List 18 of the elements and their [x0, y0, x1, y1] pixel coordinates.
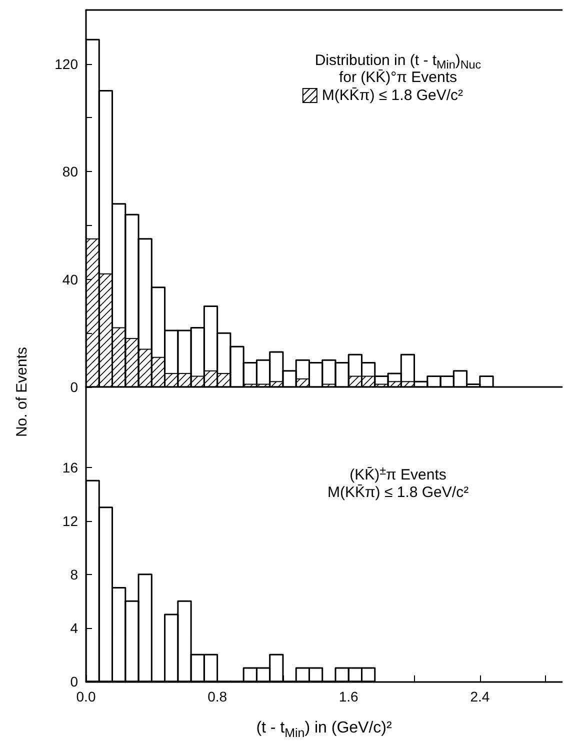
legend-label: M(KK̄π) ≤ 1.8 GeV/c² [322, 87, 464, 104]
x-tick-label: 2.4 [470, 688, 490, 704]
x-tick-label: 0.0 [76, 688, 96, 704]
y-tick-label: 120 [54, 56, 78, 72]
y-tick-label: 12 [62, 512, 78, 529]
y-tick-label: 4 [70, 620, 78, 636]
annotation: (KK̄)±π Events [350, 464, 446, 484]
x-tick-label: 0.8 [208, 688, 228, 704]
y-tick-label: 40 [62, 271, 78, 288]
y-axis-title: No. of Events [14, 346, 30, 438]
y-tick-label: 0 [70, 379, 78, 395]
annotation: M(KK̄π) ≤ 1.8 GeV/c² [327, 484, 469, 501]
y-tick-label: 8 [70, 566, 78, 582]
x-tick-label: 1.6 [338, 688, 359, 704]
y-tick-label: 0 [70, 673, 78, 690]
annotation: for (KK̄)°π Events [338, 69, 458, 86]
y-tick-label: 16 [62, 459, 78, 476]
y-tick-label: 80 [62, 164, 78, 180]
